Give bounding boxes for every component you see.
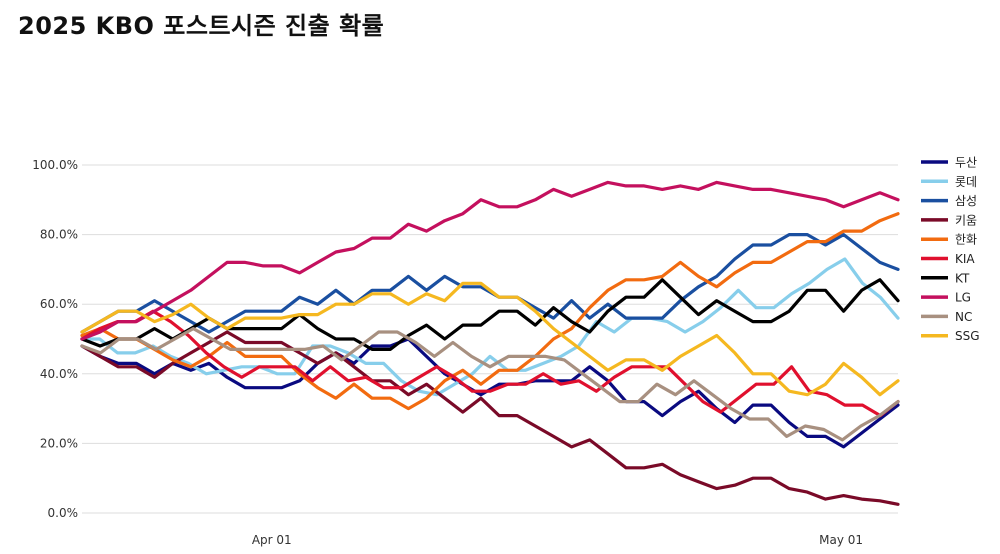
x-tick-label: May 01 [819,533,863,547]
y-tick-label: 40.0% [40,367,78,381]
y-tick-label: 0.0% [48,506,79,520]
series-line [80,327,900,442]
legend-item: 두산 [921,156,977,170]
x-tick-label: Apr 01 [252,533,292,547]
series-line [80,330,900,506]
legend-item: 롯데 [921,175,977,189]
legend-label: KT [955,271,970,285]
series-line [80,212,900,411]
legend-label: LG [955,291,971,305]
legend-label: 삼성 [955,194,977,208]
y-axis-ticks: 0.0% 20.0% 40.0% 60.0% 80.0% 100.0% [32,158,78,520]
legend-label: 키움 [955,213,977,227]
y-tick-label: 20.0% [40,436,78,450]
legend-item: KT [921,271,970,285]
grid-lines [82,164,898,514]
series-line [80,180,900,341]
legend-item: 한화 [921,233,977,247]
legend-item: NC [921,310,972,324]
legend-label: SSG [955,329,980,343]
series-line [80,257,900,397]
y-tick-label: 100.0% [32,158,78,172]
y-tick-label: 60.0% [40,297,78,311]
y-tick-label: 80.0% [40,228,78,242]
legend-label: 두산 [955,156,977,170]
series-line [80,281,900,397]
legend-label: NC [955,310,972,324]
x-axis-ticks: Apr 01 May 01 [252,533,863,547]
legend-item: LG [921,291,971,305]
legend-label: KIA [955,252,975,266]
legend-item: KIA [921,252,975,266]
chart-title: 2025 KBO 포스트시즌 진출 확률 [18,12,385,40]
legend-item: SSG [921,329,980,343]
legend-item: 키움 [921,213,977,227]
series-line [80,309,900,418]
legend-label: 한화 [955,233,977,247]
series-lines [80,180,900,506]
legend-item: 삼성 [921,194,977,208]
legend-label: 롯데 [955,175,977,189]
